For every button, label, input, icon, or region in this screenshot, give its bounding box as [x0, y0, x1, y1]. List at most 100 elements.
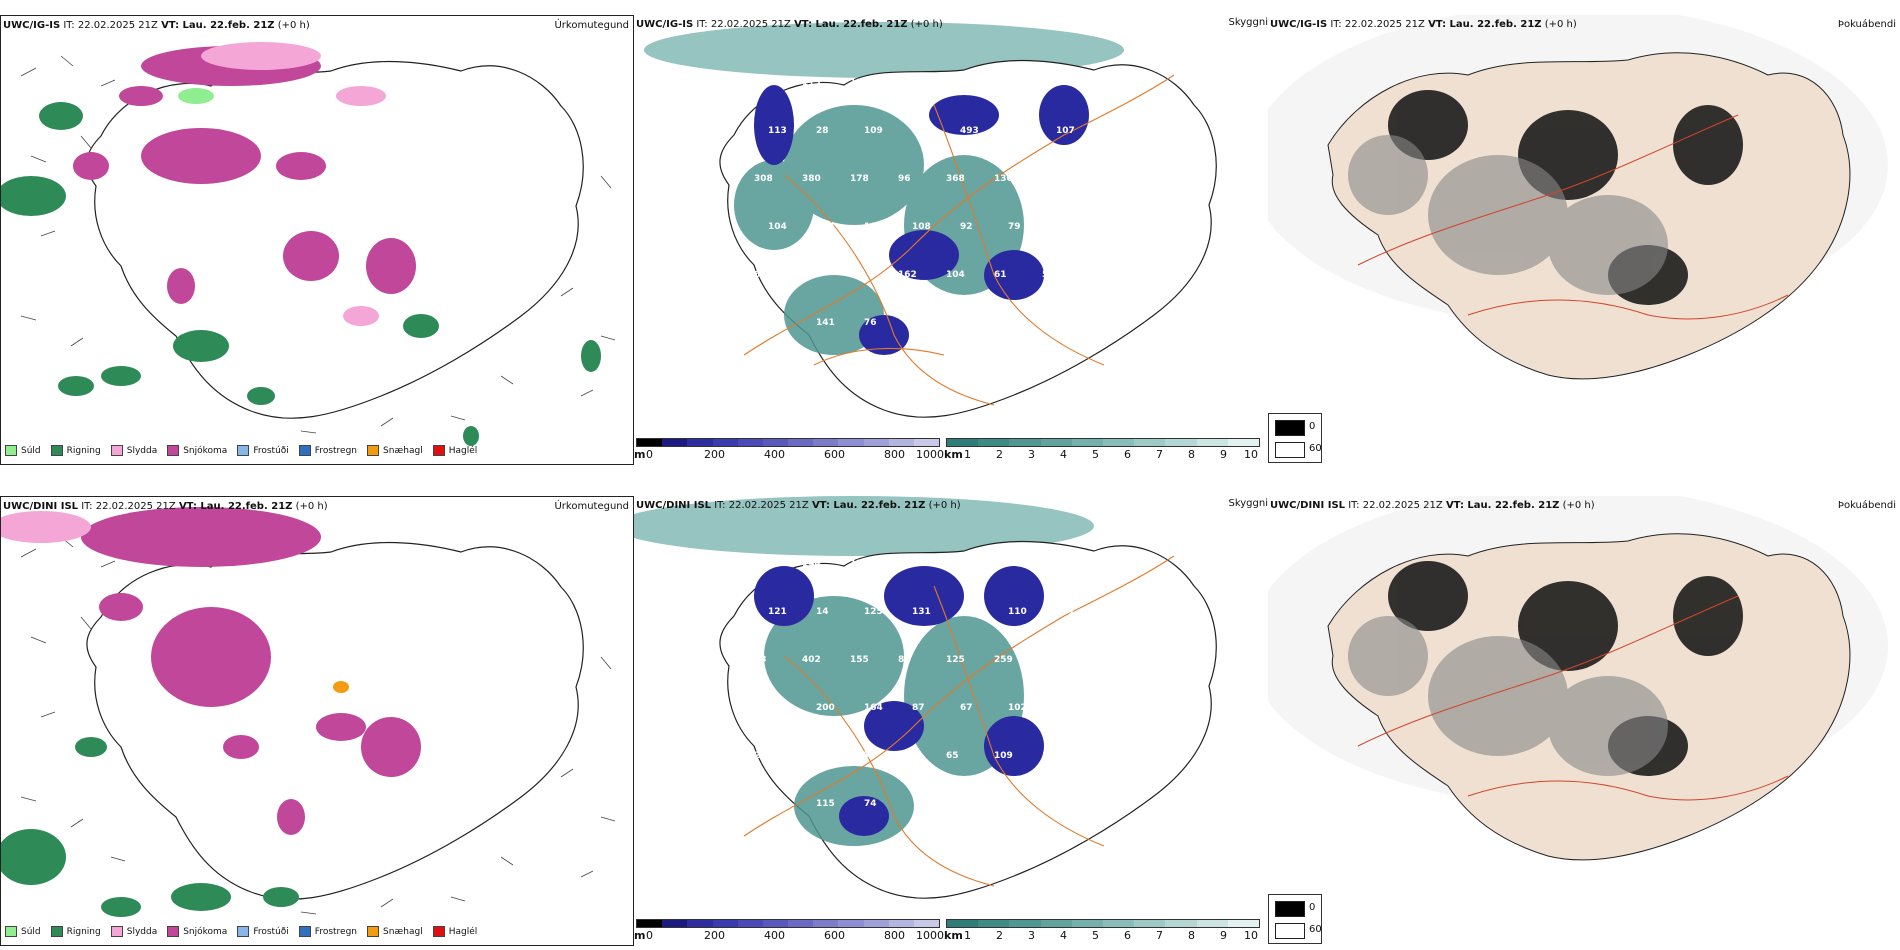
vis-m-colorbar — [636, 919, 940, 928]
visibility-value-label: 86 — [850, 270, 863, 280]
panel-header: UWC/IG-IS IT: 22.02.2025 21Z VT: Lau. 22… — [1270, 19, 1577, 30]
precip-type-title: Úrkomutegund — [554, 20, 629, 31]
visibility-value-label: 188 — [1104, 607, 1123, 617]
fog-panel-row2: UWC/DINI ISL IT: 22.02.2025 21Z VT: Lau.… — [1268, 496, 1900, 946]
visibility-value-label: 109 — [994, 751, 1013, 761]
visibility-labels: 161 113 115 94 358 203 150 189 115 113 28 109 85 493 1… — [754, 78, 1171, 376]
vis-km-unit: km — [944, 929, 963, 942]
visibility-value-label: 115 — [816, 799, 835, 809]
visibility-value-label: 122 — [802, 751, 821, 761]
visibility-value-label: 14 — [816, 607, 829, 617]
visibility-value-label: 358 — [946, 78, 965, 88]
legend-item: Súld — [5, 926, 45, 937]
visibility-value-label: 65 — [946, 751, 959, 761]
visibility-value-label: 104 — [960, 607, 979, 617]
visibility-value-label: 132 — [1104, 126, 1123, 136]
visibility-value-label: 259 — [994, 655, 1013, 665]
visibility-value-label: 67 — [960, 703, 973, 713]
snow-hail-areas — [333, 681, 349, 693]
visibility-value-label: 100 — [1056, 318, 1075, 328]
visibility-value-label: 99 — [768, 318, 781, 328]
visibility-value-label: 105 — [1042, 751, 1061, 761]
roads — [743, 74, 1175, 406]
visibility-value-label: 125 — [946, 655, 965, 665]
visibility-value-label: 78 — [1008, 318, 1021, 328]
vis-m-unit: m — [634, 929, 646, 942]
legend-item: Rigning — [50, 926, 105, 937]
fog-map-row2 — [1268, 496, 1888, 861]
visibility-value-label: 87 — [912, 703, 925, 713]
visibility-value-label: 134 — [898, 751, 917, 761]
panel-header: UWC/DINI ISL IT: 22.02.2025 21Z VT: Lau.… — [1270, 500, 1595, 511]
visibility-value-label: 85 — [912, 126, 925, 136]
panel-header: UWC/IG-IS IT: 22.02.2025 21Z VT: Lau. 22… — [3, 20, 310, 31]
visibility-value-label: 107 — [1056, 126, 1075, 136]
visibility-value-label: 92 — [960, 222, 973, 232]
visibility-value-label: 161 — [754, 78, 773, 88]
legend-item: Snjókoma — [167, 926, 231, 937]
visibility-value-label: 126 — [754, 559, 773, 569]
visibility-value-label: 40 — [1104, 703, 1117, 713]
visibility-value-label: 125 — [864, 607, 883, 617]
visibility-value-label: 493 — [960, 126, 979, 136]
visibility-value-label: 121 — [768, 607, 787, 617]
precip-type-panel-row1: UWC/IG-IS IT: 22.02.2025 21Z VT: Lau. 22… — [0, 15, 634, 465]
visibility-value-label: 113 — [768, 126, 787, 136]
wind-barbs — [20, 536, 616, 915]
visibility-value-label: 83 — [1138, 751, 1151, 761]
visibility-value-label: 368 — [946, 174, 965, 184]
legend-item: Slydda — [110, 445, 161, 456]
visibility-value-label: 125 — [1056, 703, 1075, 713]
legend-item: Frostúði — [237, 926, 292, 937]
fog-legend: 0 60 — [1268, 413, 1322, 463]
visibility-value-label: 137 — [912, 318, 931, 328]
visibility-value-label: 109 — [864, 126, 883, 136]
visibility-value-label: 79 — [1152, 318, 1165, 328]
visibility-value-label: 97 — [768, 799, 781, 809]
visibility-value-label: 130 — [994, 174, 1013, 184]
visibility-value-label: 175 — [898, 559, 917, 569]
visibility-value-label: 126 — [1008, 126, 1027, 136]
visibility-value-label: 115 — [1138, 78, 1157, 88]
visibility-value-label: 101 — [1152, 222, 1171, 232]
legend-item: Súld — [5, 445, 45, 456]
visibility-value-label: 141 — [1056, 607, 1075, 617]
visibility-labels: 126 144 135 175 121 184 159 181 121 121 14 125 131 10… — [754, 559, 1171, 809]
visibility-map-row2: 126 144 135 175 121 184 159 181 121 121 14 125 131 10… — [634, 496, 1217, 899]
visibility-value-label: 110 — [1008, 607, 1027, 617]
visibility-value-label: 512 — [1042, 270, 1061, 280]
precip-map-row1 — [1, 42, 616, 446]
legend-item: Rigning — [50, 445, 105, 456]
visibility-value-label: 212 — [754, 751, 773, 761]
visibility-value-label: 123 — [768, 703, 787, 713]
fog-map-row1 — [1268, 15, 1888, 380]
sleet-areas — [201, 42, 386, 326]
visibility-value-label: 44 — [754, 366, 767, 376]
visibility-value-label: 164 — [864, 703, 883, 713]
visibility-value-label: 103 — [864, 222, 883, 232]
visibility-value-label: 273 — [1042, 174, 1061, 184]
vis-m-colorbar — [636, 438, 940, 447]
visibility-value-label: 121 — [946, 559, 965, 569]
legend-item: Frostúði — [237, 445, 292, 456]
vis-km-colorbar — [946, 919, 1260, 928]
visibility-value-label: 178 — [850, 174, 869, 184]
visibility-value-label: 124 — [1138, 270, 1157, 280]
vis-km-unit: km — [944, 448, 963, 461]
legend-item: Snæhagl — [367, 926, 427, 937]
visibility-value-label: 290 — [1090, 270, 1109, 280]
vis-m-areas — [754, 566, 1044, 836]
visibility-value-label: 102 — [1008, 703, 1027, 713]
fog-title: Þokuábendi — [1837, 19, 1896, 30]
visibility-value-label: 155 — [850, 751, 869, 761]
visibility-value-label: 96 — [898, 174, 911, 184]
visibility-value-label: 114 — [1042, 655, 1061, 665]
drizzle-areas — [178, 88, 214, 104]
vis-km-areas — [734, 105, 1024, 355]
legend-item: Haglél — [432, 926, 482, 937]
visibility-value-label: 113 — [802, 78, 821, 88]
rain-areas — [1, 737, 299, 917]
vis-m-areas — [754, 85, 1089, 355]
visibility-value-label: 79 — [1008, 222, 1021, 232]
visibility-panel-row1: 161 113 115 94 358 203 150 189 115 113 28 109 85 493 1… — [634, 15, 1268, 465]
